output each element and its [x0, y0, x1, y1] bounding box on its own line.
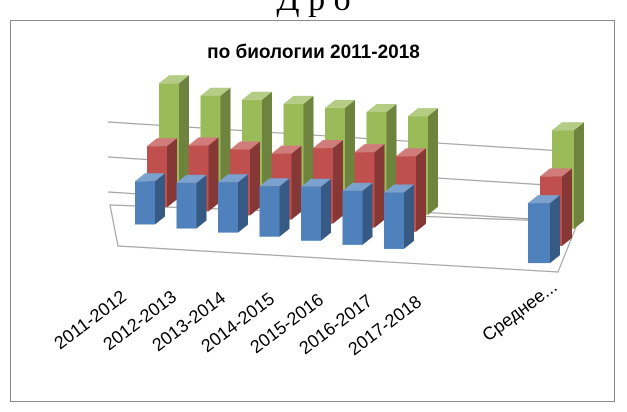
bar-top	[313, 140, 343, 149]
bar-top	[354, 144, 385, 153]
bar	[342, 190, 363, 245]
chart-title: по биологии 2011-2018	[207, 42, 420, 63]
bar-top	[408, 108, 438, 117]
bar-side	[333, 140, 343, 224]
bar-side	[386, 104, 397, 211]
bar-top	[342, 182, 373, 191]
bar-side	[179, 75, 189, 191]
bar-top	[230, 141, 260, 150]
bar-side	[196, 174, 207, 229]
bar-side	[208, 137, 219, 212]
bar-side	[428, 108, 438, 215]
bar-side	[404, 184, 414, 249]
page-header-fragment: Д р о	[0, 0, 627, 26]
bar-top	[147, 138, 177, 147]
bar	[135, 181, 155, 225]
bar-top	[159, 75, 189, 84]
bar-side	[550, 195, 560, 264]
bar-side	[562, 168, 572, 246]
bar-side	[167, 138, 177, 208]
bar	[259, 186, 280, 237]
bar-side	[220, 87, 231, 195]
bar-top	[384, 184, 414, 193]
bar-top	[325, 99, 355, 108]
bar-top	[396, 148, 426, 157]
x-tick-label: Среднее...	[478, 276, 560, 345]
bar	[218, 182, 238, 233]
bar-top	[188, 137, 219, 146]
bar-top	[135, 173, 165, 182]
bar-top	[200, 87, 231, 96]
bar-side	[362, 182, 373, 245]
bar	[176, 182, 197, 229]
bar-side	[279, 178, 290, 237]
bar-side	[155, 173, 165, 225]
bar-top	[301, 178, 331, 187]
bar-side	[374, 144, 385, 228]
bar-side	[321, 178, 331, 241]
bar-top	[366, 104, 397, 113]
bar-top	[540, 168, 572, 177]
bar-top	[259, 178, 290, 187]
bar-top	[242, 91, 272, 100]
bar-side	[250, 141, 260, 216]
bar-top	[176, 174, 207, 183]
bar-side	[574, 122, 584, 229]
bar-side	[303, 95, 314, 203]
bar-side	[238, 174, 248, 233]
bar-top	[528, 195, 560, 204]
bar-side	[345, 99, 355, 207]
bar-side	[291, 145, 302, 220]
bar-top	[271, 145, 302, 154]
bar-top	[218, 174, 248, 183]
bar	[301, 186, 321, 241]
bar	[528, 203, 550, 264]
bar-side	[416, 148, 426, 232]
bar-top	[552, 122, 584, 131]
bar	[384, 192, 404, 249]
bar-top	[283, 95, 314, 104]
bar-side	[262, 91, 272, 199]
